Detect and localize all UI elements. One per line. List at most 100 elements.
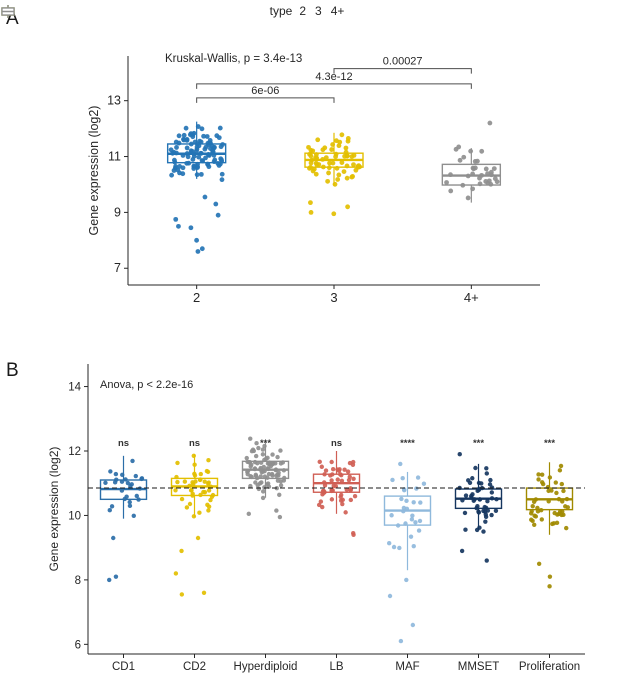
jitter-point	[198, 139, 204, 145]
significance-label: ***	[473, 438, 484, 449]
jitter-point	[180, 165, 186, 171]
jitter-point	[192, 139, 198, 145]
jitter-point	[535, 505, 540, 511]
jitter-point	[322, 472, 327, 477]
stat-annotation: Anova, p < 2.2e-16	[100, 379, 193, 391]
jitter-point	[260, 495, 266, 501]
jitter-point	[536, 477, 541, 482]
jitter-point	[254, 441, 259, 446]
jitter-point	[183, 125, 189, 131]
jitter-point	[417, 518, 423, 524]
jitter-point	[317, 459, 322, 465]
jitter-point	[261, 464, 267, 470]
jitter-point	[281, 468, 287, 473]
jitter-point	[486, 178, 492, 184]
jitter-point	[334, 138, 339, 144]
jitter-point	[403, 521, 408, 526]
jitter-point	[335, 177, 341, 182]
jitter-point	[564, 496, 570, 502]
jitter-point	[210, 492, 216, 498]
jitter-point	[123, 477, 128, 482]
jitter-point	[269, 471, 275, 477]
jitter-point	[139, 476, 145, 481]
jitter-point	[198, 471, 204, 477]
jitter-point	[322, 145, 328, 151]
jitter-point	[308, 147, 314, 153]
jitter-point	[188, 225, 194, 231]
jitter-point	[528, 511, 534, 516]
x-category-label: Proliferation	[519, 661, 580, 673]
jitter-point	[184, 138, 190, 143]
jitter-point	[331, 211, 337, 217]
jitter-point	[547, 584, 552, 589]
panel-b-label: B	[6, 360, 19, 381]
x-category-label: LB	[329, 661, 343, 673]
jitter-point	[180, 171, 186, 177]
jitter-point	[400, 476, 405, 481]
jitter-point	[249, 448, 255, 454]
jitter-point	[253, 480, 258, 485]
jitter-point	[134, 493, 139, 499]
jitter-point	[202, 194, 208, 200]
jitter-point	[484, 466, 489, 471]
jitter-point	[119, 479, 125, 484]
jitter-point	[448, 188, 454, 194]
jitter-point	[113, 574, 119, 579]
jitter-point	[339, 478, 345, 483]
jitter-point	[330, 472, 335, 477]
jitter-point	[275, 454, 280, 460]
jitter-point	[219, 171, 225, 177]
jitter-point	[204, 134, 210, 139]
jitter-point	[536, 561, 542, 566]
jitter-point	[330, 466, 336, 472]
jitter-point	[483, 179, 489, 184]
jitter-point	[323, 155, 329, 161]
y-tick-label: 11	[108, 150, 121, 164]
jitter-point	[559, 481, 565, 487]
jitter-point	[173, 164, 178, 169]
jitter-point	[333, 151, 339, 157]
jitter-point	[557, 468, 563, 473]
jitter-point	[404, 577, 409, 583]
jitter-point	[268, 463, 274, 469]
jitter-point	[350, 462, 356, 467]
comparison-bracket	[196, 83, 472, 89]
jitter-point	[206, 152, 211, 158]
jitter-point	[345, 469, 351, 474]
jitter-point	[479, 148, 485, 154]
jitter-point	[421, 481, 427, 486]
jitter-point	[411, 500, 416, 505]
significance-label: ****	[400, 438, 415, 449]
type-legend: type 2 3 4+	[0, 4, 614, 18]
jitter-point	[491, 166, 497, 172]
jitter-point	[218, 144, 224, 150]
jitter-point	[493, 508, 499, 513]
jitter-point	[487, 482, 493, 487]
significance-label: ns	[331, 438, 342, 449]
jitter-point	[192, 462, 197, 467]
jitter-point	[321, 490, 327, 496]
jitter-point	[533, 514, 539, 519]
jitter-point	[213, 201, 219, 207]
jitter-point	[401, 509, 406, 514]
jitter-point	[245, 459, 250, 465]
jitter-point	[320, 156, 326, 162]
jitter-point	[483, 519, 488, 524]
jitter-point	[343, 510, 348, 515]
jitter-point	[198, 150, 204, 156]
jitter-point	[391, 544, 397, 550]
jitter-point	[484, 471, 489, 476]
jitter-point	[339, 132, 345, 138]
jitter-point	[351, 162, 356, 168]
jitter-point	[470, 171, 476, 177]
jitter-point	[556, 496, 562, 502]
jitter-point	[176, 133, 182, 139]
jitter-point	[210, 150, 215, 156]
comparison-label: 4.3e-12	[315, 71, 352, 83]
jitter-point	[259, 460, 264, 465]
jitter-point	[313, 152, 319, 157]
jitter-point	[460, 498, 465, 503]
jitter-point	[175, 479, 180, 485]
box-group-4+	[441, 120, 502, 203]
